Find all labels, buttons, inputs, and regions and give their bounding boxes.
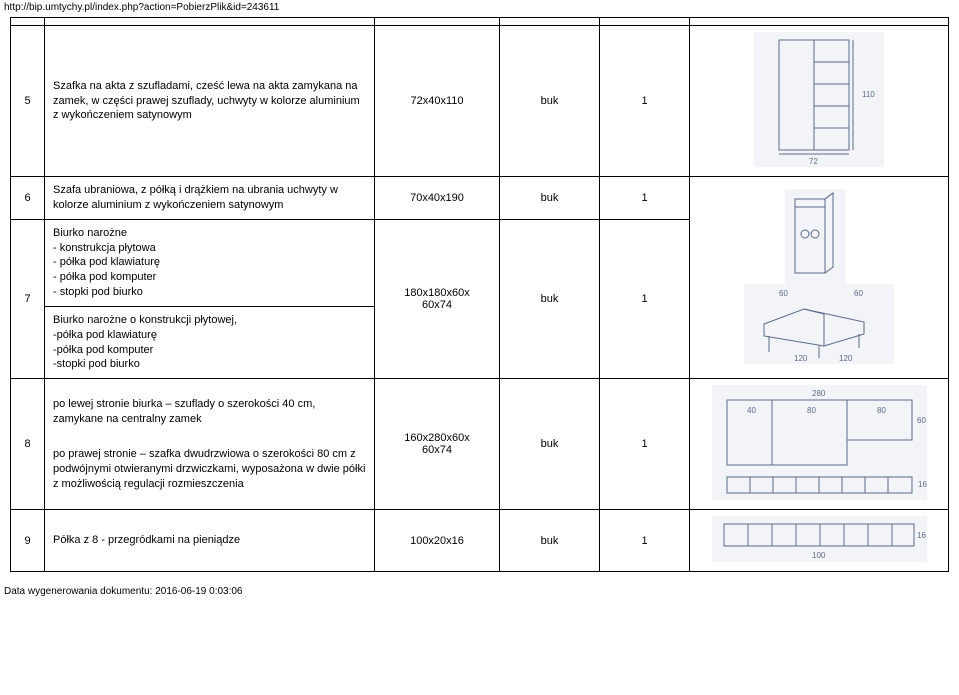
- table-row: 8 po lewej stronie biurka – szuflady o s…: [11, 379, 949, 510]
- svg-text:60: 60: [779, 289, 788, 298]
- row-dimensions: 100x20x16: [375, 510, 500, 572]
- corner-desk-sketch-icon: 60 60 120 120: [744, 284, 894, 364]
- svg-text:60: 60: [854, 289, 863, 298]
- row-drawing: 280 40 80 80 60 16: [690, 379, 949, 510]
- row-quantity: 1: [600, 177, 690, 220]
- row-description: Półka z 8 - przegródkami na pieniądze: [45, 510, 375, 572]
- svg-text:120: 120: [794, 354, 808, 363]
- row-dimensions: 160x280x60x 60x74: [375, 379, 500, 510]
- row-number: 5: [11, 26, 45, 177]
- table-row: 9 Półka z 8 - przegródkami na pieniądze …: [11, 510, 949, 572]
- row-quantity: 1: [600, 510, 690, 572]
- svg-text:40: 40: [747, 406, 756, 415]
- svg-text:280: 280: [812, 389, 826, 398]
- page-url: http://bip.umtychy.pl/index.php?action=P…: [0, 0, 959, 15]
- row-drawing: 110 72: [690, 26, 949, 177]
- row-quantity: 1: [600, 379, 690, 510]
- row-number: 8: [11, 379, 45, 510]
- row-material: buk: [500, 379, 600, 510]
- row-quantity: 1: [600, 219, 690, 379]
- row-description: Biurko narożne - konstrukcja płytowa - p…: [45, 220, 374, 307]
- svg-text:16: 16: [917, 531, 926, 540]
- row-material: buk: [500, 219, 600, 379]
- generation-timestamp: Data wygenerowania dokumentu: 2016-06-19…: [0, 582, 959, 601]
- svg-text:60: 60: [917, 416, 926, 425]
- shelf-sketch-icon: 16 100: [712, 516, 927, 562]
- row-dimensions: 70x40x190: [375, 177, 500, 220]
- document-body: 5 Szafka na akta z szufladami, cześć lew…: [0, 15, 959, 582]
- row-description-secondary: Biurko narożne o konstrukcji płytowej, -…: [45, 307, 374, 378]
- row-number: 6: [11, 177, 45, 220]
- row-material: buk: [500, 177, 600, 220]
- table-row: 6 Szafa ubraniowa, z półką i drążkiem na…: [11, 177, 949, 220]
- row-description: po lewej stronie biurka – szuflady o sze…: [45, 391, 374, 441]
- svg-text:72: 72: [809, 157, 818, 166]
- row-drawing: 16 100: [690, 510, 949, 572]
- row-dimensions: 72x40x110: [375, 26, 500, 177]
- row-quantity: 1: [600, 26, 690, 177]
- row-number: 7: [11, 219, 45, 379]
- svg-text:80: 80: [807, 406, 816, 415]
- wardrobe-sketch-icon: [785, 189, 845, 284]
- row-number: 9: [11, 510, 45, 572]
- table-row: 5 Szafka na akta z szufladami, cześć lew…: [11, 26, 949, 177]
- svg-text:110: 110: [862, 90, 875, 99]
- furniture-table: 5 Szafka na akta z szufladami, cześć lew…: [10, 17, 949, 572]
- row-dimensions: 180x180x60x 60x74: [375, 219, 500, 379]
- row-drawing: 60 60 120 120: [690, 177, 949, 379]
- cabinet-sketch-icon: 110 72: [754, 32, 884, 167]
- row-description: Szafka na akta z szufladami, cześć lewa …: [45, 26, 375, 177]
- svg-text:80: 80: [877, 406, 886, 415]
- svg-text:100: 100: [812, 551, 826, 560]
- svg-text:16: 16: [918, 480, 927, 489]
- svg-text:120: 120: [839, 354, 853, 363]
- row-description: Szafa ubraniowa, z półką i drążkiem na u…: [45, 177, 375, 220]
- row-material: buk: [500, 26, 600, 177]
- desk-plan-sketch-icon: 280 40 80 80 60 16: [712, 385, 927, 500]
- row-material: buk: [500, 510, 600, 572]
- row-description-secondary: po prawej stronie – szafka dwudrzwiowa o…: [45, 441, 374, 498]
- table-row-stub: [11, 18, 949, 26]
